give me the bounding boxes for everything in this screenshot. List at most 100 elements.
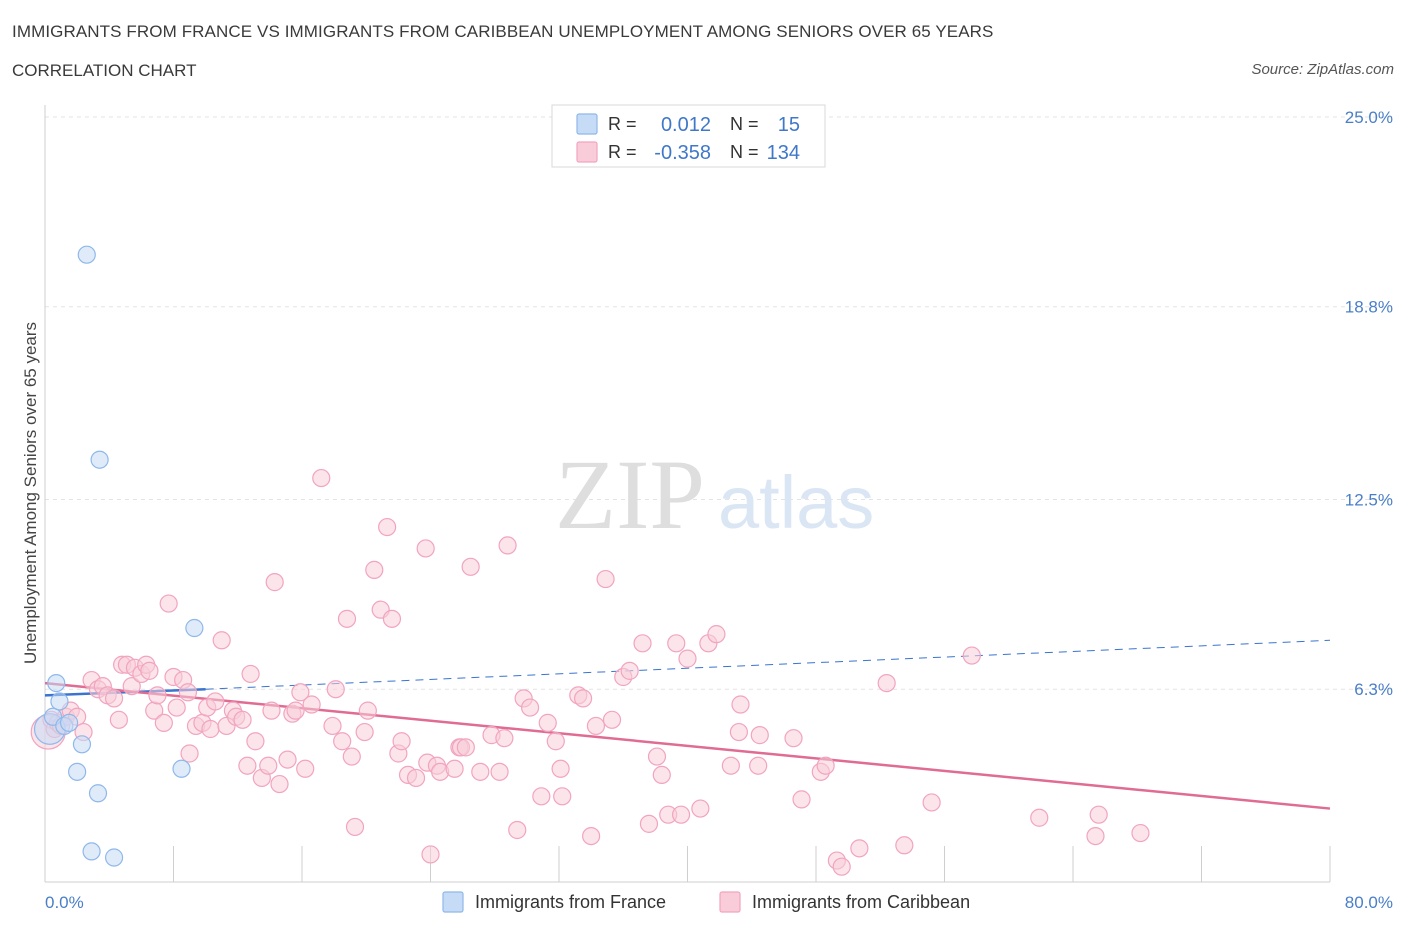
legend-n-label-caribbean: N = bbox=[730, 142, 759, 162]
data-point-caribbean bbox=[750, 726, 769, 745]
data-point-caribbean bbox=[159, 594, 178, 613]
data-point-caribbean bbox=[671, 805, 691, 824]
data-point-france bbox=[90, 450, 109, 469]
data-point-caribbean bbox=[206, 692, 225, 711]
data-point-caribbean bbox=[639, 814, 659, 833]
data-point-caribbean bbox=[406, 768, 426, 788]
data-point-caribbean bbox=[241, 664, 260, 684]
data-point-caribbean bbox=[596, 569, 615, 589]
data-point-caribbean bbox=[238, 756, 257, 775]
data-point-caribbean bbox=[586, 716, 606, 736]
data-point-caribbean bbox=[104, 689, 124, 708]
legend-r-value-caribbean: -0.358 bbox=[654, 142, 711, 164]
y-tick-label: 18.8% bbox=[1345, 298, 1393, 317]
data-point-caribbean bbox=[122, 677, 141, 696]
data-point-france bbox=[172, 759, 191, 778]
trend-line-caribbean bbox=[44, 681, 1331, 810]
data-point-caribbean bbox=[729, 722, 749, 742]
data-point-caribbean bbox=[1131, 823, 1150, 843]
y-tick-label: 12.5% bbox=[1345, 491, 1393, 510]
y-axis-label: Unemployment Among Seniors over 65 years bbox=[21, 322, 40, 664]
data-point-caribbean bbox=[877, 673, 896, 693]
data-point-caribbean bbox=[148, 686, 167, 705]
correlation-legend: R = 0.012 N = 15 R = -0.358 N = 134 bbox=[551, 104, 826, 168]
data-point-caribbean bbox=[538, 713, 557, 732]
data-point-caribbean bbox=[895, 836, 914, 855]
data-point-caribbean bbox=[278, 750, 297, 769]
data-point-caribbean bbox=[546, 732, 565, 751]
data-point-caribbean bbox=[784, 729, 803, 748]
data-point-caribbean bbox=[337, 609, 357, 628]
data-point-caribbean bbox=[302, 695, 321, 714]
data-point-france bbox=[68, 762, 87, 781]
data-point-caribbean bbox=[286, 701, 305, 720]
data-point-caribbean bbox=[326, 680, 345, 699]
data-point-caribbean bbox=[495, 729, 514, 748]
data-point-caribbean bbox=[471, 762, 490, 781]
y-tick-label: 25.0% bbox=[1345, 108, 1393, 127]
data-point-caribbean bbox=[109, 710, 128, 729]
data-point-caribbean bbox=[553, 787, 572, 806]
data-point-caribbean bbox=[461, 557, 480, 576]
data-point-france bbox=[88, 784, 108, 803]
data-point-caribbean bbox=[154, 713, 173, 732]
data-point-caribbean bbox=[520, 698, 540, 717]
data-point-caribbean bbox=[262, 701, 281, 720]
legend-r-label-caribbean: R = bbox=[608, 142, 637, 162]
grid-layer bbox=[45, 116, 1392, 690]
source-label: Source: ZipAtlas.com bbox=[1251, 61, 1394, 78]
data-point-caribbean bbox=[178, 683, 198, 702]
data-point-caribbean bbox=[382, 609, 402, 628]
legend-r-value-france: 0.012 bbox=[661, 114, 711, 136]
data-point-caribbean bbox=[345, 817, 365, 837]
data-point-caribbean bbox=[323, 716, 342, 736]
y-tick-label: 6.3% bbox=[1354, 680, 1393, 699]
data-point-caribbean bbox=[1089, 805, 1108, 824]
data-point-caribbean bbox=[296, 759, 315, 778]
data-point-caribbean bbox=[652, 765, 671, 785]
data-point-france bbox=[59, 713, 79, 732]
data-point-caribbean bbox=[421, 845, 440, 864]
data-point-caribbean bbox=[358, 701, 377, 720]
data-point-caribbean bbox=[233, 710, 252, 729]
data-point-france bbox=[47, 673, 66, 693]
data-point-caribbean bbox=[201, 719, 220, 739]
series-legend-swatch-france[interactable] bbox=[442, 891, 464, 913]
data-point-caribbean bbox=[167, 698, 186, 717]
data-point-caribbean bbox=[490, 762, 509, 781]
axes-layer bbox=[44, 105, 1331, 883]
data-point-caribbean bbox=[691, 799, 710, 818]
data-point-france bbox=[185, 618, 204, 638]
legend-r-label-france: R = bbox=[608, 114, 637, 134]
data-point-caribbean bbox=[749, 756, 768, 775]
data-point-caribbean bbox=[392, 732, 411, 751]
data-point-caribbean bbox=[633, 634, 652, 653]
data-point-caribbean bbox=[620, 661, 639, 680]
data-point-caribbean bbox=[731, 695, 750, 714]
data-point-caribbean bbox=[573, 689, 593, 708]
watermark-zip: ZIP bbox=[555, 439, 705, 550]
data-point-caribbean bbox=[1030, 808, 1049, 827]
data-point-caribbean bbox=[647, 747, 667, 766]
legend-swatch-caribbean bbox=[576, 141, 598, 163]
data-point-caribbean bbox=[312, 468, 331, 488]
chart-title: IMMIGRANTS FROM FRANCE VS IMMIGRANTS FRO… bbox=[12, 22, 994, 41]
series-legend-label-france[interactable]: Immigrants from France bbox=[475, 892, 666, 912]
series-legend-swatch-caribbean[interactable] bbox=[719, 891, 741, 913]
data-point-caribbean bbox=[246, 732, 265, 751]
data-point-caribbean bbox=[259, 756, 278, 775]
series-legend-label-caribbean[interactable]: Immigrants from Caribbean bbox=[752, 892, 970, 912]
data-point-caribbean bbox=[707, 625, 726, 644]
data-point-caribbean bbox=[792, 790, 811, 809]
data-point-caribbean bbox=[498, 536, 517, 555]
data-point-france bbox=[82, 842, 101, 861]
data-point-caribbean bbox=[265, 573, 284, 592]
data-point-caribbean bbox=[456, 738, 475, 757]
watermark-atlas: atlas bbox=[718, 461, 874, 544]
data-point-caribbean bbox=[291, 683, 310, 702]
data-point-caribbean bbox=[678, 649, 697, 668]
data-point-caribbean bbox=[667, 634, 686, 653]
data-point-caribbean bbox=[1086, 826, 1105, 846]
data-point-caribbean bbox=[721, 756, 740, 775]
legend-n-label-france: N = bbox=[730, 114, 759, 134]
